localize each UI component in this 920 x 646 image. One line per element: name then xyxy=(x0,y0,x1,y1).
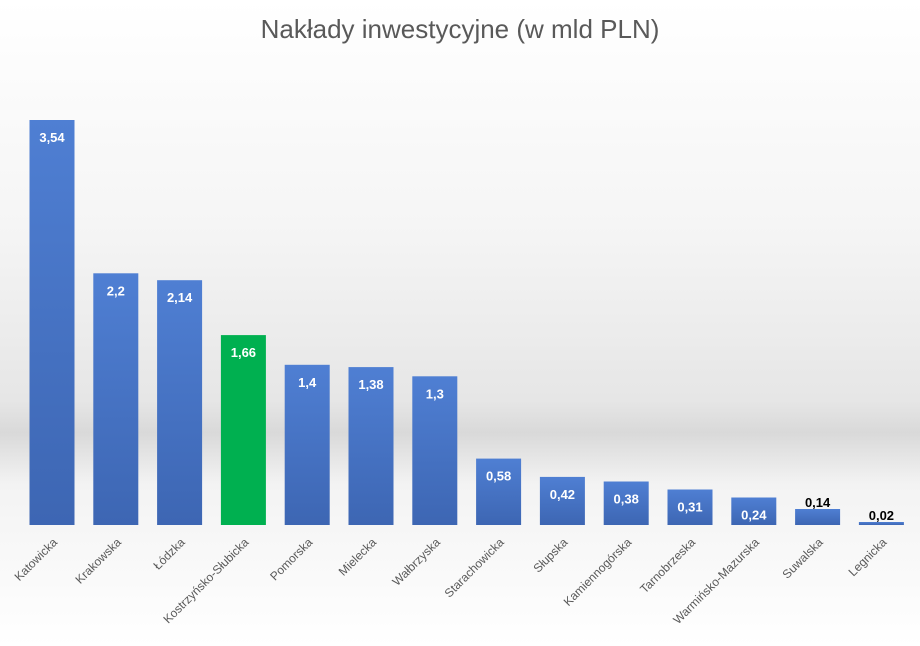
category-label-9: Słupska xyxy=(530,535,570,575)
data-label-3: 2,14 xyxy=(167,290,193,305)
bar-8 xyxy=(476,458,522,525)
category-label-1: Katowicka xyxy=(12,535,61,584)
category-label-14: Legnicka xyxy=(846,535,890,579)
bar-4 xyxy=(220,335,266,525)
chart-title: Nakłady inwestycyjne (w mld PLN) xyxy=(260,14,660,44)
bar-1 xyxy=(29,120,75,525)
data-label-1: 3,54 xyxy=(39,130,65,145)
bar-7 xyxy=(412,376,458,525)
category-label-7: Wałbrzyska xyxy=(389,535,443,589)
data-label-5: 1,4 xyxy=(298,375,317,390)
data-label-4: 1,66 xyxy=(231,345,256,360)
bar-9 xyxy=(539,476,585,525)
bar-2 xyxy=(93,273,139,525)
bar-10 xyxy=(603,481,649,525)
category-label-10: Kamiennogórska xyxy=(561,535,635,609)
category-label-3: Łódzka xyxy=(150,535,187,572)
bars-layer xyxy=(29,120,904,525)
data-label-9: 0,42 xyxy=(550,487,575,502)
category-label-2: Krakowska xyxy=(73,535,125,587)
data-label-12: 0,24 xyxy=(741,508,767,523)
data-label-7: 1,3 xyxy=(426,386,444,401)
bar-5 xyxy=(284,364,330,525)
bar-6 xyxy=(348,367,394,525)
bar-3 xyxy=(157,280,203,525)
data-label-8: 0,58 xyxy=(486,469,511,484)
bar-14 xyxy=(858,522,904,525)
category-label-13: Suwalska xyxy=(780,535,826,581)
data-labels-layer: 3,54 2,2 2,14 1,66 1,4 1,38 1,3 0,58 0,42 0,38 0,3… xyxy=(39,130,894,523)
category-label-6: Mielecka xyxy=(336,535,380,579)
category-label-5: Pomorska xyxy=(267,535,315,583)
data-label-11: 0,31 xyxy=(677,500,702,515)
data-label-13: 0,14 xyxy=(805,495,831,510)
data-label-14: 0,02 xyxy=(869,508,894,523)
category-label-8: Starachowicka xyxy=(442,535,507,600)
bar-13 xyxy=(795,509,841,525)
bar-12 xyxy=(731,497,777,525)
bar-11 xyxy=(667,489,713,525)
data-label-10: 0,38 xyxy=(614,492,639,507)
category-label-11: Tarnobrzeska xyxy=(637,535,698,596)
category-labels-layer: Katowicka Krakowska ŁódzkaKostrzyńsko-Słub… xyxy=(12,535,890,627)
data-label-2: 2,2 xyxy=(107,283,125,298)
data-label-6: 1,38 xyxy=(358,377,383,392)
